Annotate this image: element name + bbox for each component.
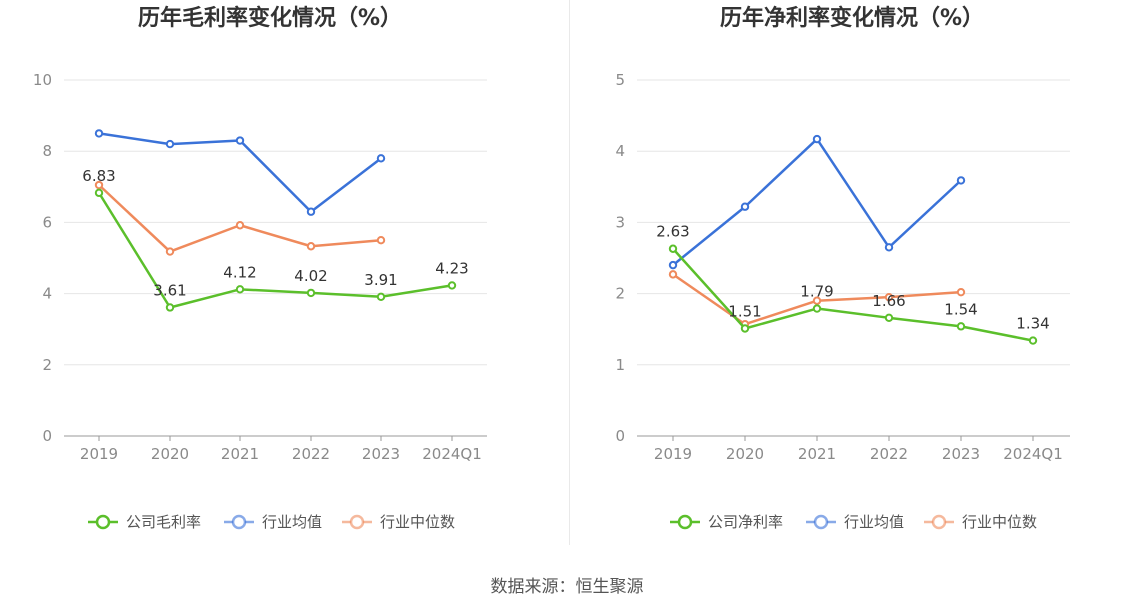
y-tick-label: 4: [615, 142, 625, 160]
legend-label: 行业均值: [844, 513, 904, 531]
data-point: [94, 188, 104, 198]
data-point: [812, 304, 822, 313]
data-label: 1.66: [872, 292, 905, 310]
data-point: [956, 322, 966, 331]
x-tick-label: 2020: [726, 445, 764, 463]
data-label: 6.83: [82, 167, 115, 185]
data-point: [376, 154, 386, 163]
data-point: [668, 260, 678, 270]
legend-item[interactable]: 公司毛利率: [88, 513, 201, 531]
data-point: [165, 139, 175, 149]
data-point: [376, 292, 386, 302]
legend-swatch-marker: [349, 514, 365, 530]
legend-swatch-marker: [813, 514, 829, 530]
legend-swatch-marker: [95, 514, 111, 530]
data-point: [235, 221, 245, 230]
data-point: [1028, 336, 1038, 345]
y-tick-label: 8: [42, 142, 52, 160]
data-label: 3.91: [364, 271, 397, 289]
legend-swatch-marker: [931, 514, 947, 530]
data-point: [306, 288, 316, 298]
data-label: 1.79: [800, 283, 833, 301]
y-tick-label: 2: [42, 356, 52, 374]
x-tick-label: 2020: [151, 445, 189, 463]
legend-label: 行业均值: [262, 513, 322, 531]
data-source: 数据来源：恒生聚源: [491, 577, 644, 597]
series-line: [672, 247, 1034, 342]
x-tick-label: 2019: [80, 445, 118, 463]
data-point: [956, 287, 966, 297]
data-point: [376, 236, 386, 245]
data-point: [740, 324, 750, 333]
x-tick-label: 2021: [221, 445, 259, 463]
y-tick-label: 10: [33, 71, 52, 89]
data-label: 3.61: [153, 281, 186, 299]
legend-item[interactable]: 行业均值: [806, 513, 904, 531]
legend-swatch-marker: [677, 514, 693, 530]
data-point: [165, 247, 175, 256]
data-point: [94, 180, 104, 190]
x-tick-label: 2022: [870, 445, 908, 463]
data-point: [884, 243, 894, 252]
data-point: [235, 136, 245, 145]
chart-title-gross-margin: 历年毛利率变化情况（%）: [138, 5, 402, 31]
y-tick-label: 6: [42, 213, 52, 231]
gross-margin-chart: 0 2 4 6 8 10 2019 2020 2021 2022 2023 2024Q1 6.83 3.6…: [33, 71, 487, 531]
data-point: [884, 313, 894, 323]
data-point: [165, 303, 175, 312]
net-margin-chart: 0 1 2 3 4 5 2019 2020 2021 2022 2023 2024Q1 2.63 1.51…: [615, 71, 1070, 531]
y-tick-label: 0: [615, 427, 625, 445]
y-tick-label: 0: [42, 427, 52, 445]
data-point: [884, 292, 894, 302]
y-tick-label: 2: [615, 285, 625, 303]
legend-swatch-marker: [231, 514, 247, 530]
data-label: 1.51: [728, 302, 761, 320]
data-point: [956, 176, 966, 185]
x-tick-label: 2021: [798, 445, 836, 463]
x-tick-label: 2019: [654, 445, 692, 463]
x-tick-label: 2024Q1: [422, 445, 482, 463]
y-tick-label: 1: [615, 356, 625, 374]
y-tick-label: 5: [615, 71, 625, 89]
y-tick-label: 3: [615, 213, 625, 231]
data-point: [235, 285, 245, 294]
data-label: 4.12: [223, 263, 256, 281]
data-label: 4.02: [294, 267, 327, 285]
y-tick-label: 4: [42, 285, 52, 303]
chart-divider: [569, 0, 570, 545]
data-point: [668, 244, 678, 253]
chart-title-net-margin: 历年净利率变化情况（%）: [720, 5, 984, 31]
legend-label: 公司毛利率: [126, 513, 201, 531]
data-point: [306, 242, 316, 251]
series-line: [98, 184, 382, 253]
x-tick-label: 2024Q1: [1003, 445, 1063, 463]
legend-label: 行业中位数: [962, 513, 1037, 531]
series-line: [98, 132, 382, 213]
data-label: 1.54: [944, 300, 977, 318]
data-point: [812, 134, 822, 144]
data-label: 2.63: [656, 223, 689, 241]
data-label: 4.23: [435, 259, 468, 277]
legend-item[interactable]: 行业中位数: [342, 513, 455, 531]
data-point: [306, 207, 316, 216]
data-point: [447, 281, 457, 290]
legend-label: 公司净利率: [708, 513, 783, 531]
series-line: [97, 192, 453, 309]
data-label: 1.34: [1016, 315, 1049, 333]
data-point: [94, 129, 104, 138]
x-tick-label: 2022: [292, 445, 330, 463]
x-tick-label: 2023: [362, 445, 400, 463]
data-point: [740, 202, 750, 211]
data-point: [668, 270, 678, 279]
legend-item[interactable]: 公司净利率: [670, 513, 783, 531]
series-line: [672, 137, 962, 267]
data-point: [812, 296, 822, 305]
legend-item[interactable]: 行业均值: [224, 513, 322, 531]
legend-label: 行业中位数: [380, 513, 455, 531]
legend-item[interactable]: 行业中位数: [924, 513, 1037, 531]
x-tick-label: 2023: [942, 445, 980, 463]
